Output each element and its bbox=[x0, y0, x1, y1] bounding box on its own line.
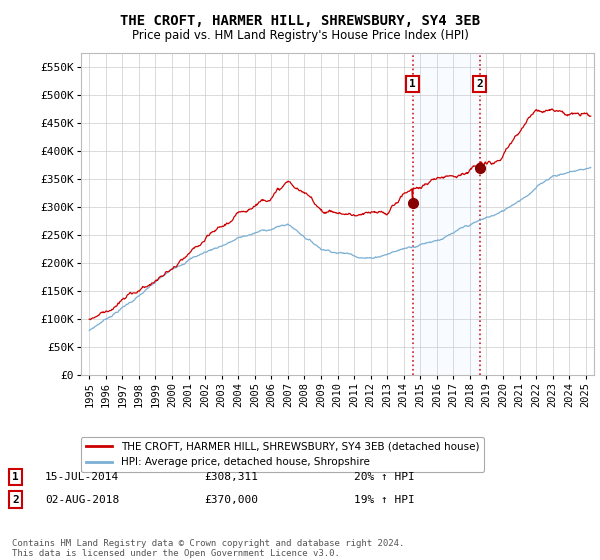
Text: £370,000: £370,000 bbox=[204, 494, 258, 505]
Text: Price paid vs. HM Land Registry's House Price Index (HPI): Price paid vs. HM Land Registry's House … bbox=[131, 29, 469, 42]
Text: 2: 2 bbox=[12, 494, 19, 505]
Text: Contains HM Land Registry data © Crown copyright and database right 2024.
This d: Contains HM Land Registry data © Crown c… bbox=[12, 539, 404, 558]
Text: £308,311: £308,311 bbox=[204, 472, 258, 482]
Text: 15-JUL-2014: 15-JUL-2014 bbox=[45, 472, 119, 482]
Legend: THE CROFT, HARMER HILL, SHREWSBURY, SY4 3EB (detached house), HPI: Average price: THE CROFT, HARMER HILL, SHREWSBURY, SY4 … bbox=[81, 437, 484, 473]
Text: 1: 1 bbox=[409, 79, 416, 89]
Bar bbox=[413, 53, 479, 375]
Text: 02-AUG-2018: 02-AUG-2018 bbox=[45, 494, 119, 505]
Text: 20% ↑ HPI: 20% ↑ HPI bbox=[354, 472, 415, 482]
Text: 2: 2 bbox=[476, 79, 483, 89]
Text: 19% ↑ HPI: 19% ↑ HPI bbox=[354, 494, 415, 505]
Text: THE CROFT, HARMER HILL, SHREWSBURY, SY4 3EB: THE CROFT, HARMER HILL, SHREWSBURY, SY4 … bbox=[120, 14, 480, 28]
Text: 1: 1 bbox=[12, 472, 19, 482]
